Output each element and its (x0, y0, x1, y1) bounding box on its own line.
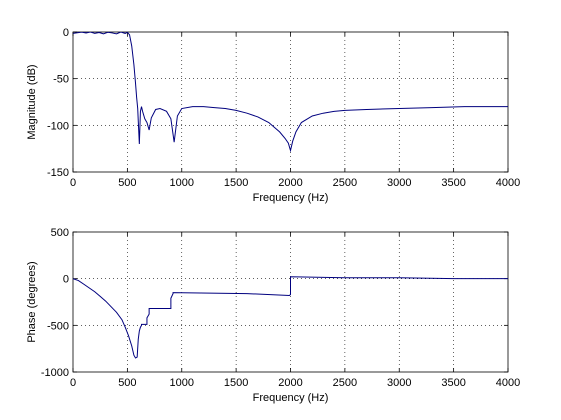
magnitude-x-tick-label: 2000 (278, 177, 302, 189)
magnitude-series-line (73, 32, 508, 153)
phase-x-tick-label: 500 (118, 377, 136, 389)
phase-y-tick-label: 0 (63, 274, 69, 286)
phase-x-tick-label: 2000 (278, 377, 302, 389)
magnitude-y-axis-label: Magnitude (dB) (26, 64, 38, 139)
magnitude-x-tick-label: 2500 (333, 177, 357, 189)
magnitude-x-tick-label: 3500 (441, 177, 465, 189)
magnitude-x-tick-label: 3000 (387, 177, 411, 189)
phase-x-tick-label: 0 (70, 377, 76, 389)
phase-x-tick-label: 3000 (387, 377, 411, 389)
magnitude-x-tick-label: 500 (118, 177, 136, 189)
phase-x-tick-label: 1000 (170, 377, 194, 389)
phase-x-tick-label: 4000 (496, 377, 520, 389)
magnitude-y-tick-label: -150 (47, 167, 69, 179)
phase-x-tick-label: 2500 (333, 377, 357, 389)
phase-y-axis-label: Phase (degrees) (26, 261, 38, 342)
phase-x-tick-label: 1500 (224, 377, 248, 389)
phase-series-line (73, 276, 508, 359)
magnitude-y-tick-label: -50 (53, 74, 69, 86)
magnitude-x-tick-label: 1500 (224, 177, 248, 189)
phase-y-tick-label: 500 (51, 227, 69, 239)
magnitude-x-tick-label: 4000 (496, 177, 520, 189)
phase-x-tick-label: 3500 (441, 377, 465, 389)
phase-y-tick-label: -500 (47, 320, 69, 332)
phase-plot: 0 500 1000 1500 2000 2500 3000 3500 4000 -1000 -50… (26, 227, 520, 404)
magnitude-x-tick-label: 0 (70, 177, 76, 189)
magnitude-plot: 0 500 1000 1500 2000 2500 3000 3500 4000 -150 -100… (26, 27, 520, 204)
magnitude-y-tick-label: 0 (63, 27, 69, 39)
magnitude-x-axis-label: Frequency (Hz) (253, 192, 329, 204)
magnitude-x-tick-label: 1000 (170, 177, 194, 189)
magnitude-y-tick-label: -100 (47, 120, 69, 132)
phase-x-axis-label: Frequency (Hz) (253, 392, 329, 404)
phase-y-tick-label: -1000 (41, 367, 69, 379)
